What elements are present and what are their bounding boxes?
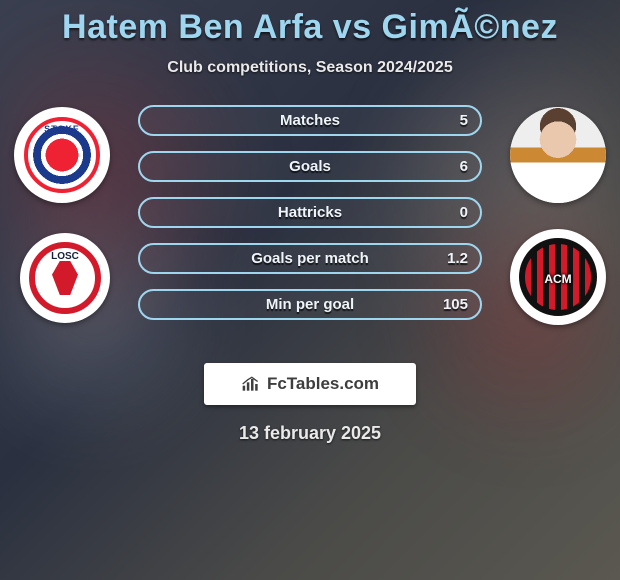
stat-label: Min per goal (140, 291, 480, 318)
stat-bars: Matches 5 Goals 6 Hattricks 0 Goals per … (138, 105, 482, 320)
comparison-area: Matches 5 Goals 6 Hattricks 0 Goals per … (0, 105, 620, 345)
subtitle: Club competitions, Season 2024/2025 (0, 59, 620, 77)
brand-badge[interactable]: FcTables.com (204, 363, 416, 405)
stat-label: Hattricks (140, 199, 480, 226)
stat-row: Goals per match 1.2 (138, 243, 482, 274)
stat-row: Hattricks 0 (138, 197, 482, 228)
player-face-icon (510, 107, 606, 203)
player2-photo (510, 107, 606, 203)
stat-label: Goals per match (140, 245, 480, 272)
brand-text: FcTables.com (267, 374, 379, 394)
stoke-city-icon (24, 117, 100, 193)
stat-right: 6 (460, 153, 468, 180)
page-title: Hatem Ben Arfa vs GimÃ©nez (0, 8, 620, 47)
stat-right: 0 (460, 199, 468, 226)
player2-club-crest (510, 229, 606, 325)
stat-row: Min per goal 105 (138, 289, 482, 320)
stat-right: 1.2 (447, 245, 468, 272)
bar-chart-icon (241, 375, 261, 393)
ac-milan-icon (519, 238, 597, 316)
stat-row: Matches 5 (138, 105, 482, 136)
player1-club2-crest (20, 233, 110, 323)
stat-right: 105 (443, 291, 468, 318)
stat-label: Goals (140, 153, 480, 180)
stat-row: Goals 6 (138, 151, 482, 182)
stat-right: 5 (460, 107, 468, 134)
stat-label: Matches (140, 107, 480, 134)
date: 13 february 2025 (0, 423, 620, 444)
player1-club-crest (14, 107, 110, 203)
lille-icon (29, 242, 101, 314)
